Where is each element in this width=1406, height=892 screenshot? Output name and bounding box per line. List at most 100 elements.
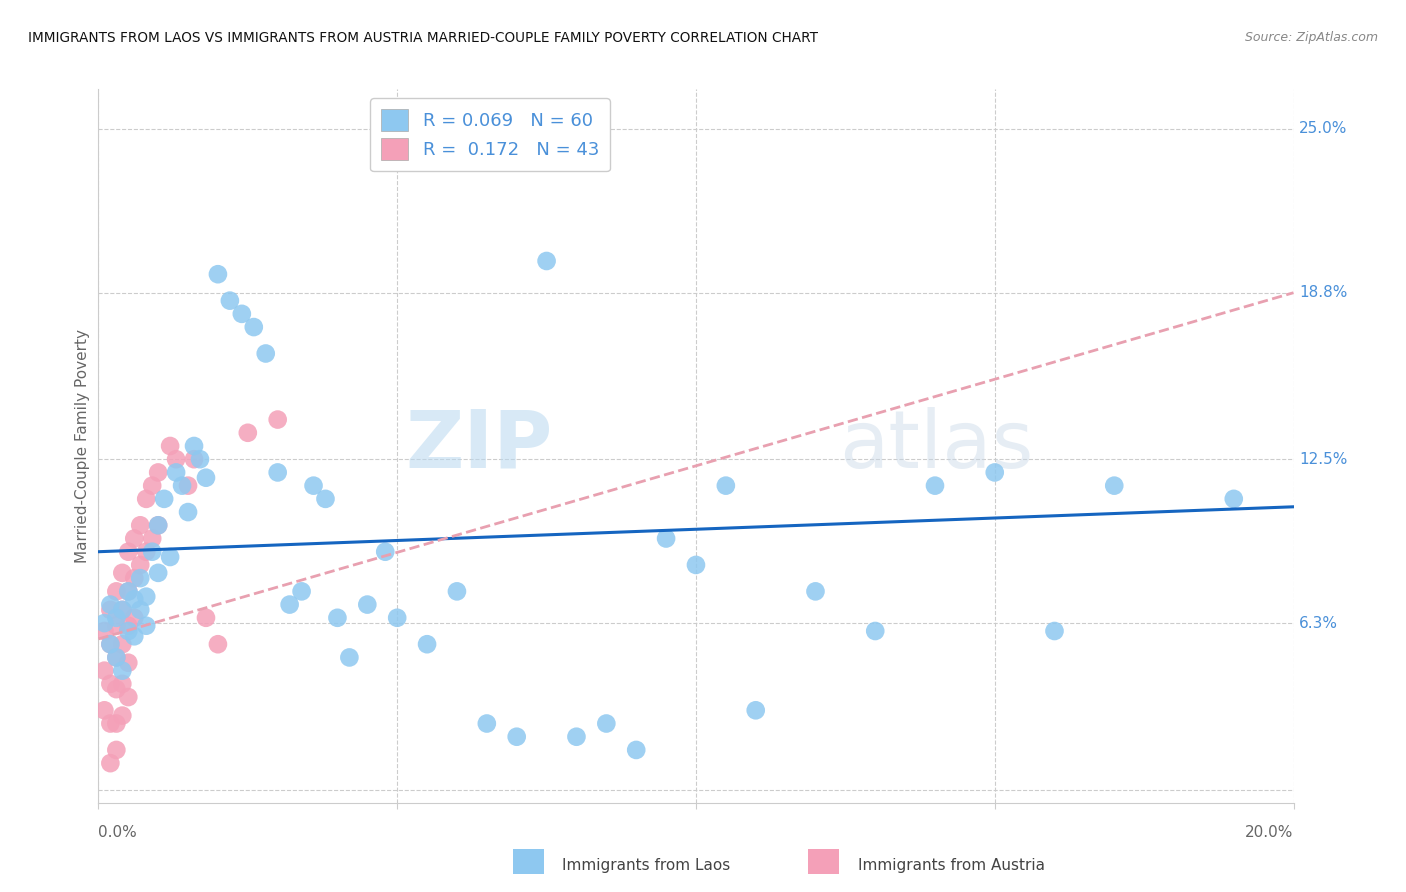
Point	[506, 730, 529, 744]
Point	[153, 491, 176, 506]
Point	[194, 611, 218, 625]
Point	[148, 466, 170, 480]
Point	[117, 545, 139, 559]
Text: 18.8%: 18.8%	[1299, 285, 1347, 301]
Point	[117, 624, 139, 638]
Point	[1104, 478, 1126, 492]
Point	[183, 439, 205, 453]
Point	[148, 518, 170, 533]
Text: 0.0%: 0.0%	[98, 825, 138, 840]
Point	[172, 478, 194, 492]
Point	[416, 637, 439, 651]
Point	[219, 293, 242, 308]
Point	[117, 584, 139, 599]
Point	[983, 466, 1005, 480]
Point	[135, 618, 157, 632]
Point	[655, 532, 678, 546]
Point	[595, 716, 617, 731]
Text: 25.0%: 25.0%	[1299, 121, 1347, 136]
Point	[148, 518, 170, 533]
Text: Immigrants from Laos: Immigrants from Laos	[562, 858, 731, 872]
Point	[685, 558, 707, 572]
Point	[124, 629, 146, 643]
Point	[302, 478, 325, 492]
Point	[165, 466, 187, 480]
Point	[93, 703, 115, 717]
Point	[565, 730, 588, 744]
Point	[124, 611, 146, 625]
Point	[141, 545, 163, 559]
Point	[207, 267, 229, 281]
Point	[165, 452, 187, 467]
Point	[135, 545, 157, 559]
Point	[159, 549, 181, 564]
Point	[98, 598, 122, 612]
Text: 12.5%: 12.5%	[1299, 451, 1347, 467]
Point	[105, 618, 128, 632]
Point	[865, 624, 887, 638]
Point	[98, 756, 122, 771]
Point	[117, 690, 139, 704]
Point	[93, 616, 115, 631]
Point	[98, 603, 122, 617]
Point	[374, 545, 396, 559]
Point	[385, 611, 409, 625]
Point	[267, 466, 290, 480]
Point	[111, 603, 134, 617]
Text: ZIP: ZIP	[405, 407, 553, 485]
Point	[117, 618, 139, 632]
Point	[105, 650, 128, 665]
Point	[356, 598, 378, 612]
Point	[98, 637, 122, 651]
Text: atlas: atlas	[839, 407, 1033, 485]
Point	[236, 425, 259, 440]
Point	[254, 346, 277, 360]
Point	[159, 439, 181, 453]
Point	[475, 716, 498, 731]
Point	[117, 584, 139, 599]
Point	[135, 491, 157, 506]
Point	[177, 505, 200, 519]
Point	[124, 532, 146, 546]
Text: IMMIGRANTS FROM LAOS VS IMMIGRANTS FROM AUSTRIA MARRIED-COUPLE FAMILY POVERTY CO: IMMIGRANTS FROM LAOS VS IMMIGRANTS FROM …	[28, 31, 818, 45]
Point	[924, 478, 946, 492]
Legend: R = 0.069   N = 60, R =  0.172   N = 43: R = 0.069 N = 60, R = 0.172 N = 43	[370, 98, 610, 171]
Point	[804, 584, 827, 599]
Point	[1223, 491, 1246, 506]
Point	[93, 664, 115, 678]
Point	[129, 518, 152, 533]
Point	[105, 584, 128, 599]
Point	[111, 677, 134, 691]
Point	[177, 478, 200, 492]
Point	[105, 743, 128, 757]
Point	[326, 611, 349, 625]
Point	[111, 664, 134, 678]
Point	[207, 637, 229, 651]
Point	[231, 307, 253, 321]
Text: Source: ZipAtlas.com: Source: ZipAtlas.com	[1244, 31, 1378, 45]
Point	[98, 637, 122, 651]
Point	[1043, 624, 1066, 638]
Point	[188, 452, 211, 467]
Point	[117, 656, 139, 670]
Point	[124, 592, 146, 607]
Point	[93, 624, 115, 638]
Point	[148, 566, 170, 580]
Point	[111, 637, 134, 651]
Point	[135, 590, 157, 604]
Point	[243, 320, 266, 334]
Point	[183, 452, 205, 467]
Point	[105, 682, 128, 697]
Point	[446, 584, 468, 599]
Point	[129, 603, 152, 617]
Point	[111, 566, 134, 580]
Point	[129, 571, 152, 585]
Point	[129, 558, 152, 572]
Text: 6.3%: 6.3%	[1299, 615, 1339, 631]
Point	[105, 716, 128, 731]
Point	[536, 254, 558, 268]
Point	[714, 478, 737, 492]
Point	[124, 571, 146, 585]
Point	[111, 708, 134, 723]
Text: 20.0%: 20.0%	[1246, 825, 1294, 840]
